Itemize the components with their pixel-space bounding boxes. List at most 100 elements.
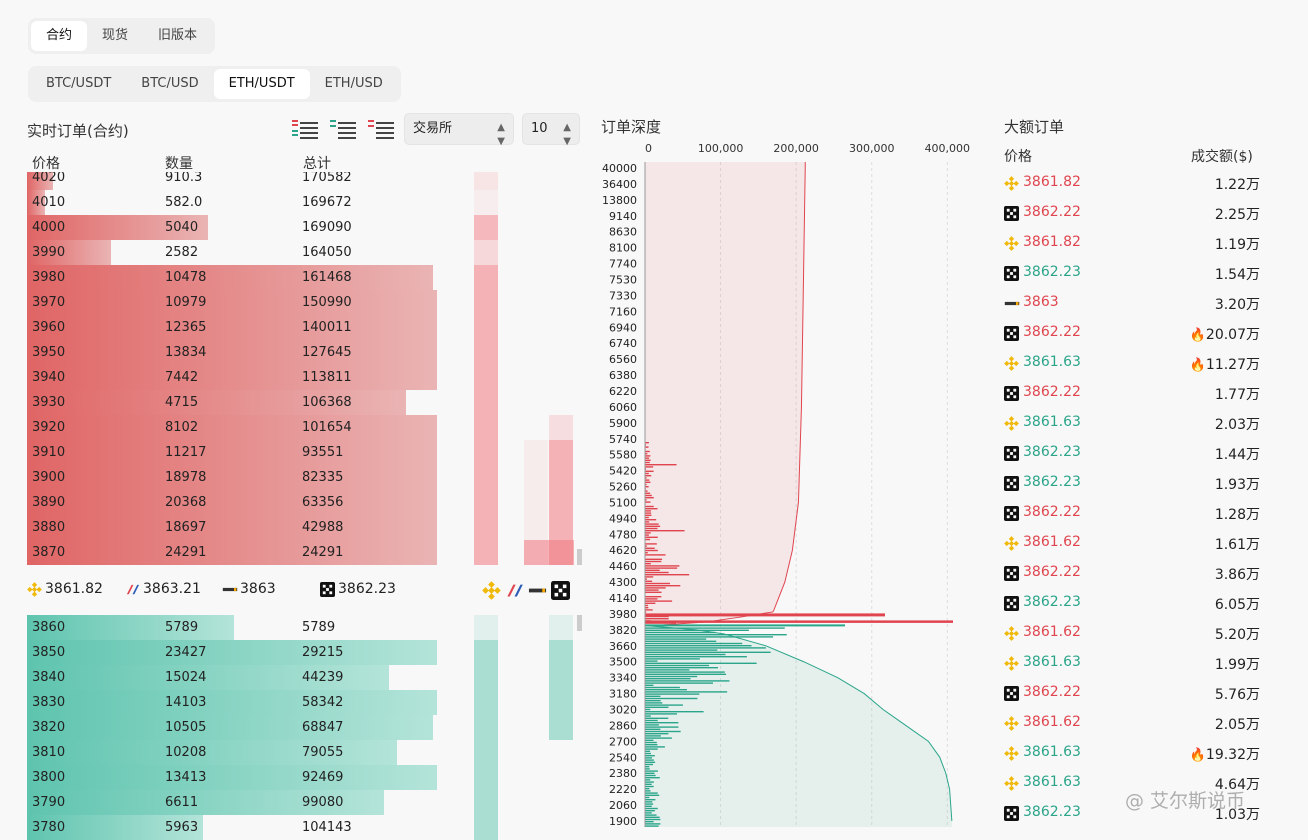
bid-total: 104143 <box>302 820 352 835</box>
bid-level-bar <box>645 660 658 661</box>
sort-bids-icon[interactable] <box>330 118 358 140</box>
y-tick-label: 5420 <box>609 465 637 478</box>
ask-qty: 13834 <box>165 345 206 360</box>
chevron-updown-icon: ▲▼ <box>563 121 571 149</box>
y-tick-label: 3340 <box>609 672 637 685</box>
y-tick-label: 7330 <box>609 289 637 302</box>
big-order-row[interactable]: 3861.63🔥11.27万 <box>1004 350 1260 380</box>
tab-market-0[interactable]: 合约 <box>31 21 87 51</box>
big-order-row[interactable]: 3861.63🔥19.32万 <box>1004 740 1260 770</box>
scrollbar[interactable] <box>577 549 582 565</box>
sort-asks-icon[interactable] <box>368 118 396 140</box>
big-order-amount-value: 20.07万 <box>1206 327 1260 343</box>
y-tick-label: 3500 <box>609 656 637 669</box>
tab-market-1[interactable]: 现货 <box>87 21 143 51</box>
ask-qty: 910.3 <box>165 172 202 185</box>
big-order-amount-value: 6.05万 <box>1215 597 1260 613</box>
y-tick-label: 2220 <box>609 783 637 796</box>
bid-level-bar <box>645 643 742 644</box>
big-order-amount: 5.20万 <box>1215 624 1260 644</box>
bid-depth-bar <box>27 765 437 790</box>
tab-pair-3[interactable]: ETH/USD <box>310 69 398 99</box>
binance-icon <box>1004 746 1019 761</box>
tab-market-2[interactable]: 旧版本 <box>143 21 212 51</box>
bid-level-bar <box>645 781 654 782</box>
bitmex-icon[interactable] <box>505 581 524 600</box>
binance-icon <box>1004 356 1019 371</box>
exchange-select-value: 交易所 <box>413 121 452 136</box>
bid-level-bar <box>645 702 662 703</box>
ask-level-bar <box>645 543 657 544</box>
ask-qty: 5040 <box>165 220 198 235</box>
ask-level-bar <box>645 471 654 472</box>
bybit-icon[interactable] <box>528 581 547 600</box>
tab-pair-1[interactable]: BTC/USD <box>126 69 213 99</box>
ask-depth-bar <box>27 365 437 390</box>
tab-pair-2[interactable]: ETH/USDT <box>214 69 310 99</box>
big-order-amount: 3.86万 <box>1215 564 1260 584</box>
depth-count-select[interactable]: 10 ▲▼ <box>522 113 580 145</box>
bid-qty: 5789 <box>165 620 198 635</box>
heat-cell <box>474 465 498 490</box>
y-tick-label: 2700 <box>609 735 637 748</box>
bid-level-bar <box>645 658 700 659</box>
scrollbar[interactable] <box>577 615 582 631</box>
tab-pair-0[interactable]: BTC/USDT <box>31 69 126 99</box>
ask-total: 140011 <box>302 320 352 335</box>
big-order-row[interactable]: 3862.22🔥20.07万 <box>1004 320 1260 350</box>
ask-level-bar <box>645 613 885 616</box>
okx-icon[interactable] <box>551 581 570 600</box>
ask-level-bar <box>645 510 651 511</box>
sort-both-icon[interactable] <box>292 118 320 140</box>
binance-icon[interactable] <box>482 581 501 600</box>
big-order-amount: 3.20万 <box>1215 294 1260 314</box>
exchange-select[interactable]: 交易所 ▲▼ <box>404 113 514 145</box>
ask-level-bar <box>645 587 666 588</box>
bid-level-bar <box>645 742 657 743</box>
okx-icon <box>1004 686 1019 701</box>
